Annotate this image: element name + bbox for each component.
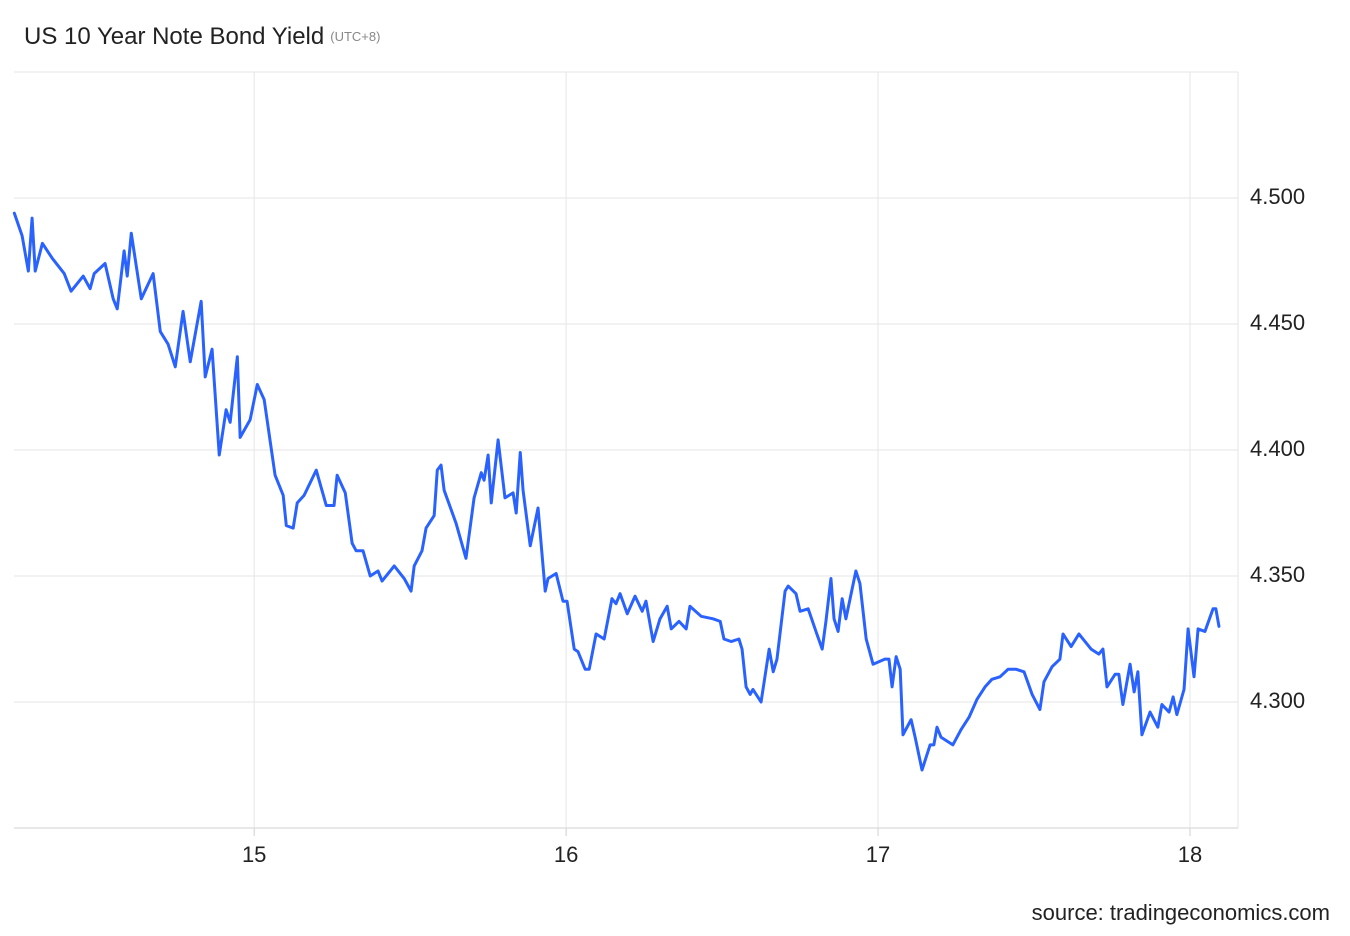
chart-subtitle: (UTC+8) bbox=[330, 29, 380, 44]
x-tick-label: 17 bbox=[866, 842, 890, 867]
plot bbox=[12, 211, 1221, 772]
x-tick-label: 18 bbox=[1178, 842, 1202, 867]
grid: 4.300 4.350 4.400 4.450 4.500 15 16 17 18 bbox=[14, 72, 1305, 867]
yield-line bbox=[12, 211, 1221, 772]
x-tick-label: 15 bbox=[242, 842, 266, 867]
x-tick-label: 16 bbox=[554, 842, 578, 867]
y-tick-label: 4.300 bbox=[1250, 688, 1305, 713]
title-text: US 10 Year Note Bond Yield bbox=[24, 23, 324, 50]
y-tick-label: 4.500 bbox=[1250, 184, 1305, 209]
y-tick-label: 4.350 bbox=[1250, 562, 1305, 587]
y-tick-label: 4.450 bbox=[1250, 310, 1305, 335]
source: source: tradingeconomics.com bbox=[1032, 900, 1330, 925]
y-tick-label: 4.400 bbox=[1250, 436, 1305, 461]
chart-title: US 10 Year Note Bond Yield (UTC+8) bbox=[24, 23, 380, 50]
